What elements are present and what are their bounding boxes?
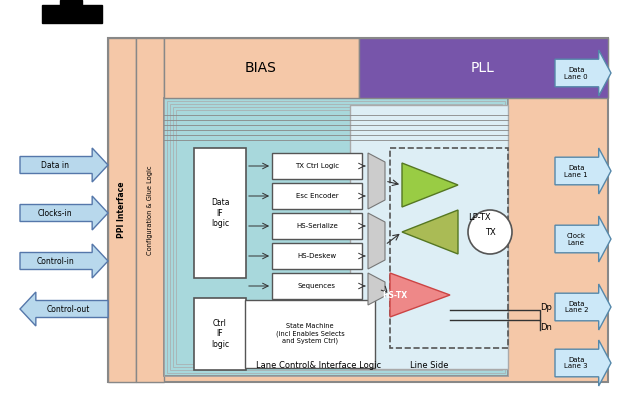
Text: TX: TX: [484, 227, 495, 236]
Text: Line Side: Line Side: [410, 362, 448, 370]
Bar: [350, 105, 508, 369]
Text: Configuration & Glue Logic: Configuration & Glue Logic: [147, 165, 153, 255]
Bar: [42, 5, 102, 23]
Polygon shape: [368, 153, 385, 209]
Bar: [170, 104, 502, 370]
Text: Data
Lane 0: Data Lane 0: [565, 67, 588, 80]
Text: HS-Serialize: HS-Serialize: [296, 223, 338, 229]
Text: Lane Control& Interface Logic: Lane Control& Interface Logic: [257, 362, 381, 370]
Bar: [245, 300, 375, 368]
Text: Control-out: Control-out: [47, 305, 90, 314]
Polygon shape: [390, 273, 450, 317]
Text: TX Ctrl Logic: TX Ctrl Logic: [295, 163, 339, 169]
Bar: [164, 38, 359, 98]
Bar: [359, 38, 608, 98]
Polygon shape: [555, 216, 611, 262]
Text: Dp: Dp: [540, 303, 552, 312]
Polygon shape: [20, 148, 108, 182]
Text: Sequences: Sequences: [298, 283, 336, 289]
Text: PPI Interface: PPI Interface: [117, 182, 126, 238]
Polygon shape: [402, 163, 458, 207]
Bar: [390, 148, 508, 348]
Polygon shape: [555, 284, 611, 330]
Polygon shape: [20, 244, 108, 278]
Text: Data
Lane 3: Data Lane 3: [565, 357, 588, 370]
Text: Data in: Data in: [41, 160, 69, 169]
Text: Control-in: Control-in: [36, 256, 74, 266]
Circle shape: [468, 210, 512, 254]
Polygon shape: [368, 273, 385, 305]
Text: Data
IF
logic: Data IF logic: [211, 198, 230, 228]
Bar: [272, 183, 362, 209]
Bar: [173, 107, 499, 367]
Bar: [194, 298, 246, 370]
Text: Data
Lane 2: Data Lane 2: [565, 301, 588, 314]
Text: HS-TX: HS-TX: [383, 290, 408, 299]
Polygon shape: [555, 50, 611, 96]
Polygon shape: [555, 340, 611, 386]
Bar: [164, 98, 508, 376]
Text: PLL: PLL: [471, 61, 495, 75]
Polygon shape: [555, 148, 611, 194]
Polygon shape: [20, 292, 108, 326]
Bar: [164, 98, 508, 376]
Bar: [272, 243, 362, 269]
Text: Data
Lane 1: Data Lane 1: [565, 165, 588, 178]
Bar: [60, 0, 82, 8]
Text: Clocks-in: Clocks-in: [38, 208, 73, 217]
Text: Clock
Lane: Clock Lane: [567, 232, 586, 245]
Bar: [108, 38, 608, 382]
Bar: [272, 273, 362, 299]
Text: State Machine
(incl Enables Selects
and System Ctrl): State Machine (incl Enables Selects and …: [276, 323, 344, 344]
Polygon shape: [368, 213, 385, 269]
Bar: [108, 38, 136, 382]
Text: LP-TX: LP-TX: [468, 212, 491, 221]
Text: Esc Encoder: Esc Encoder: [296, 193, 338, 199]
Bar: [167, 101, 505, 373]
Bar: [136, 38, 164, 382]
Text: BIAS: BIAS: [245, 61, 277, 75]
Text: Ctrl
IF
logic: Ctrl IF logic: [211, 319, 229, 349]
Polygon shape: [402, 210, 458, 254]
Bar: [176, 110, 496, 364]
Bar: [272, 213, 362, 239]
Bar: [272, 153, 362, 179]
Text: Dn: Dn: [540, 323, 552, 333]
Text: HS-Deskew: HS-Deskew: [297, 253, 336, 259]
Bar: [194, 148, 246, 278]
Polygon shape: [20, 196, 108, 230]
